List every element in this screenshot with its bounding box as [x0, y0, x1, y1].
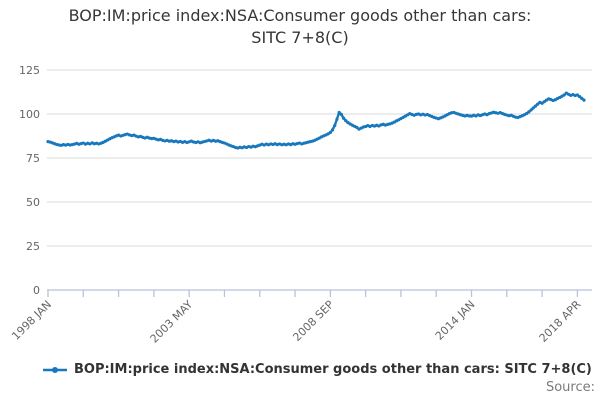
y-tick-label: 50 — [26, 196, 40, 209]
y-tick-label: 25 — [26, 240, 40, 253]
legend-line-marker-icon — [43, 366, 67, 373]
y-gridlines — [47, 69, 592, 247]
data-series — [46, 91, 586, 150]
y-axis-labels: 0 25 50 75 100 125 — [19, 64, 40, 297]
y-tick-label: 125 — [19, 64, 40, 77]
x-axis — [47, 289, 592, 297]
x-tick-label: 1998 JAN — [9, 298, 54, 343]
page-title-line2: SITC 7+8(C) — [251, 28, 349, 47]
source-label: Source: — [545, 380, 595, 395]
y-tick-label: 100 — [19, 108, 40, 121]
x-axis-labels: 1998 JAN 2003 MAY 2008 SEP 2014 JAN 2018 APR — [9, 298, 583, 346]
legend-label: BOP:IM:price index:NSA:Consumer goods ot… — [74, 362, 592, 377]
x-tick-label: 2003 MAY — [148, 298, 196, 346]
y-tick-label: 75 — [26, 152, 40, 165]
page-title-line1: BOP:IM:price index:NSA:Consumer goods ot… — [68, 6, 532, 25]
page-title: BOP:IM:price index:NSA:Consumer goods ot… — [0, 5, 600, 49]
legend: BOP:IM:price index:NSA:Consumer goods ot… — [42, 362, 592, 377]
x-tick-label: 2014 JAN — [433, 298, 478, 343]
line-chart-plot-area: 0 25 50 75 100 125 1998 JAN 2003 MAY 2008 SEP 201… — [9, 64, 592, 346]
x-tick-label: 2008 SEP — [290, 298, 336, 344]
x-tick-label: 2018 APR — [537, 298, 584, 345]
y-tick-label: 0 — [33, 284, 40, 297]
